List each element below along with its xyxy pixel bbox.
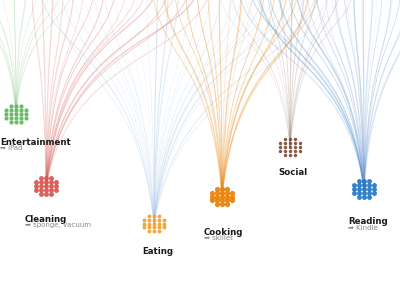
Text: ➡ Kindle: ➡ Kindle: [348, 225, 378, 231]
Text: Entertainment: Entertainment: [0, 138, 71, 147]
Text: Social: Social: [278, 168, 307, 177]
Text: ➡ sponge, vacuum: ➡ sponge, vacuum: [25, 222, 91, 228]
Text: ➡ iPad: ➡ iPad: [0, 146, 22, 152]
Text: Cooking: Cooking: [204, 228, 243, 237]
Text: Reading: Reading: [348, 218, 388, 226]
Text: Cleaning: Cleaning: [25, 214, 67, 224]
Text: Eating: Eating: [142, 248, 173, 256]
Text: ➡ skillet: ➡ skillet: [204, 236, 233, 242]
